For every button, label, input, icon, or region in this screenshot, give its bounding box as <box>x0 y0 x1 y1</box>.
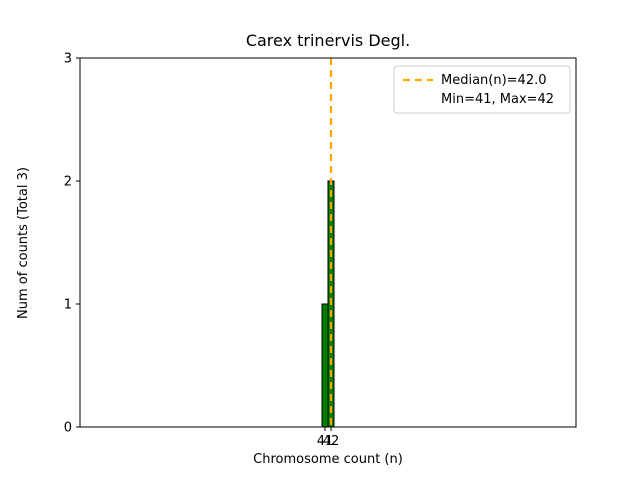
legend-entry-median: Median(n)=42.0 <box>441 73 547 88</box>
x-axis-label: Chromosome count (n) <box>253 452 403 467</box>
x-tick-label: 41 <box>317 434 334 449</box>
y-tick-label: 3 <box>64 52 72 67</box>
plot-area-border <box>79 57 577 428</box>
x-tick-label: 42 <box>323 434 340 449</box>
legend-box <box>393 65 571 114</box>
legend: Median(n)=42.0 Min=41, Max=42 <box>393 65 571 114</box>
chart-title: Carex trinervis Degl. <box>246 31 410 50</box>
y-tick-label: 2 <box>64 175 72 190</box>
y-tick-label: 0 <box>64 421 72 436</box>
y-tick-label: 1 <box>64 298 72 313</box>
y-axis-label: Num of counts (Total 3) <box>16 167 31 319</box>
bars-group <box>321 180 335 428</box>
histogram-bar <box>321 303 329 428</box>
legend-entry-minmax: Min=41, Max=42 <box>441 92 554 107</box>
